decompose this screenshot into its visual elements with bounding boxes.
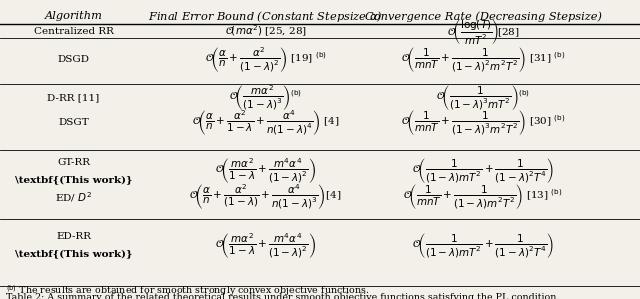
Text: DSGT: DSGT [58, 118, 89, 127]
Text: $\mathcal{O}\!\left(\dfrac{1}{mnT}+\dfrac{1}{(1-\lambda)^2m^2T^2}\right)$ [31] $: $\mathcal{O}\!\left(\dfrac{1}{mnT}+\dfra… [401, 45, 566, 74]
Text: Table 2: A summary of the related theoretical results under smooth objective fun: Table 2: A summary of the related theore… [6, 293, 560, 299]
Text: ED-RR: ED-RR [56, 232, 91, 241]
Text: $\mathcal{O}\!\left(\dfrac{1}{(1-\lambda)^3mT^2}\right)^{\mathrm{(b)}}$: $\mathcal{O}\!\left(\dfrac{1}{(1-\lambda… [436, 83, 531, 112]
Text: $\mathcal{O}\!\left(\dfrac{1}{mnT}+\dfrac{1}{(1-\lambda)m^2T^2}\right)$ [13] $^{: $\mathcal{O}\!\left(\dfrac{1}{mnT}+\dfra… [403, 182, 563, 211]
Text: $\mathcal{O}\!\left(\dfrac{\alpha}{n}+\dfrac{\alpha^2}{(1-\lambda)}+\dfrac{\alph: $\mathcal{O}\!\left(\dfrac{\alpha}{n}+\d… [189, 182, 342, 211]
Text: $\mathcal{O}\!\left(\dfrac{1}{mnT}+\dfrac{1}{(1-\lambda)^3m^2T^2}\right)$ [30] $: $\mathcal{O}\!\left(\dfrac{1}{mnT}+\dfra… [401, 108, 566, 137]
Text: $\mathcal{O}\!\left(\dfrac{m\alpha^2}{1-\lambda}+\dfrac{m^4\alpha^4}{(1-\lambda): $\mathcal{O}\!\left(\dfrac{m\alpha^2}{1-… [215, 231, 316, 260]
Text: $\mathcal{O}\!\left(\dfrac{m\alpha^2}{1-\lambda}+\dfrac{m^4\alpha^4}{(1-\lambda): $\mathcal{O}\!\left(\dfrac{m\alpha^2}{1-… [215, 156, 316, 185]
Text: ED/ $D^2$: ED/ $D^2$ [55, 190, 92, 204]
Text: $\mathcal{O}\!\left(\dfrac{\alpha}{n}+\dfrac{\alpha^2}{(1-\lambda)^2}\right)$ [1: $\mathcal{O}\!\left(\dfrac{\alpha}{n}+\d… [205, 45, 326, 74]
Text: $\mathcal{O}\!\left(\dfrac{m\alpha^2}{(1-\lambda)^3}\right)^{\mathrm{(b)}}$: $\mathcal{O}\!\left(\dfrac{m\alpha^2}{(1… [229, 83, 302, 112]
Text: Centralized RR: Centralized RR [34, 27, 113, 36]
Text: $\mathcal{O}\!\left(\dfrac{1}{(1-\lambda)mT^2}+\dfrac{1}{(1-\lambda)^2T^4}\right: $\mathcal{O}\!\left(\dfrac{1}{(1-\lambda… [412, 231, 554, 260]
Text: GT-RR: GT-RR [57, 158, 90, 167]
Text: $\mathcal{O}\!\left(\dfrac{\log(T)}{mT^2}\right)\!$[28]: $\mathcal{O}\!\left(\dfrac{\log(T)}{mT^2… [447, 17, 520, 46]
Text: $\mathcal{O}\!\left(m\alpha^2\right)$ [25, 28]: $\mathcal{O}\!\left(m\alpha^2\right)$ [2… [225, 24, 307, 39]
Text: $^{\mathrm{(b)}}$ The results are obtained for smooth strongly convex objective : $^{\mathrm{(b)}}$ The results are obtain… [6, 283, 370, 298]
Text: D-RR [11]: D-RR [11] [47, 93, 100, 102]
Text: Convergence Rate (Decreasing Stepsize): Convergence Rate (Decreasing Stepsize) [365, 11, 602, 22]
Text: \textbf{(This work)}: \textbf{(This work)} [15, 176, 132, 184]
Text: \textbf{(This work)}: \textbf{(This work)} [15, 250, 132, 259]
Text: Final Error Bound (Constant Stepsize $\alpha$): Final Error Bound (Constant Stepsize $\a… [148, 9, 383, 24]
Text: $\mathcal{O}\!\left(\dfrac{1}{(1-\lambda)mT^2}+\dfrac{1}{(1-\lambda)^2T^4}\right: $\mathcal{O}\!\left(\dfrac{1}{(1-\lambda… [412, 156, 554, 185]
Text: $\mathcal{O}\!\left(\dfrac{\alpha}{n}+\dfrac{\alpha^2}{1-\lambda}+\dfrac{\alpha^: $\mathcal{O}\!\left(\dfrac{\alpha}{n}+\d… [192, 108, 339, 137]
Text: Algorithm: Algorithm [45, 11, 102, 22]
Text: DSGD: DSGD [58, 55, 90, 64]
